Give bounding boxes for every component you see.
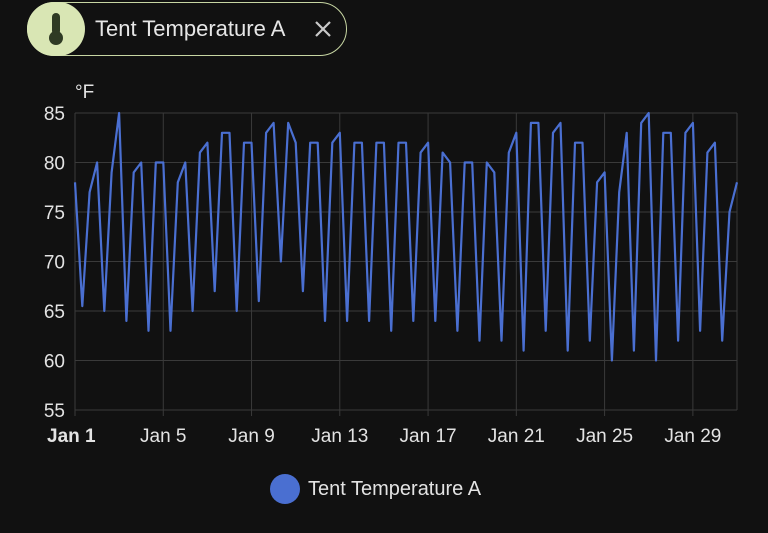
- x-tick-label: Jan 29: [664, 426, 721, 447]
- y-tick-label: 70: [44, 253, 65, 274]
- legend-swatch: [270, 474, 300, 504]
- x-axis-ticks: Jan 1 Jan 5 Jan 9 Jan 13 Jan 17 Jan 21 Jan 25 J…: [47, 426, 721, 447]
- close-icon[interactable]: [310, 16, 336, 42]
- chip-icon-badge: [27, 1, 85, 56]
- y-axis-ticks: 55 60 65 70 75 80 85: [44, 104, 65, 422]
- x-tick-label: Jan 25: [576, 426, 633, 447]
- entity-chip[interactable]: Tent Temperature A: [27, 1, 347, 56]
- x-tick-label: Jan 13: [311, 426, 368, 447]
- chart-legend[interactable]: Tent Temperature A: [270, 474, 481, 504]
- x-tick-label: Jan 1: [47, 426, 96, 447]
- y-tick-label: 60: [44, 352, 65, 373]
- y-tick-label: 80: [44, 154, 65, 175]
- legend-label: Tent Temperature A: [308, 477, 482, 500]
- y-tick-label: 85: [44, 104, 65, 125]
- x-tick-label: Jan 9: [228, 426, 274, 447]
- y-axis-unit: °F: [75, 82, 94, 103]
- y-tick-label: 65: [44, 302, 65, 323]
- x-tick-label: Jan 17: [400, 426, 457, 447]
- y-tick-label: 75: [44, 203, 65, 224]
- chip-label: Tent Temperature A: [95, 16, 286, 41]
- series-line-tent-temperature-a: [73, 111, 739, 362]
- y-tick-label: 55: [44, 401, 65, 422]
- x-tick-label: Jan 5: [140, 426, 186, 447]
- thermometer-icon: [49, 12, 63, 45]
- x-tick-label: Jan 21: [488, 426, 545, 447]
